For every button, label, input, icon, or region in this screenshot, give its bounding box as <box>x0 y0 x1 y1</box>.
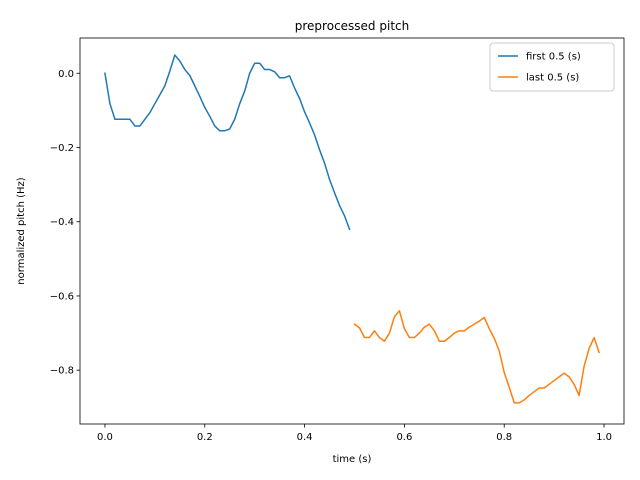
legend-label-2: last 0.5 (s) <box>526 73 579 84</box>
chart-title: preprocessed pitch <box>295 19 409 33</box>
plot-lines <box>104 54 600 404</box>
x-axis-ticks: 0.0 0.2 0.4 0.6 0.8 1.0 <box>97 424 612 443</box>
y-axis-label: normalized pitch (Hz) <box>16 177 27 284</box>
y-tick-label: 0.0 <box>58 69 74 80</box>
legend-box <box>489 42 615 92</box>
y-tick-label: −0.6 <box>50 291 74 302</box>
series-line-2 <box>353 310 600 404</box>
legend-label-1: first 0.5 (s) <box>526 52 581 63</box>
series-line-1 <box>104 54 351 231</box>
legend: first 0.5 (s) last 0.5 (s) <box>489 42 615 92</box>
y-tick-label: −0.4 <box>50 217 74 228</box>
y-tick-label: −0.8 <box>50 366 74 377</box>
y-tick-label: −0.2 <box>50 143 74 154</box>
y-axis-ticks: 0.0 −0.2 −0.4 −0.6 −0.8 <box>50 69 80 377</box>
x-tick-label: 0.0 <box>97 432 113 443</box>
x-tick-label: 0.8 <box>496 432 512 443</box>
x-tick-label: 0.4 <box>297 432 313 443</box>
x-tick-label: 1.0 <box>596 432 612 443</box>
x-axis-label: time (s) <box>333 454 372 465</box>
axes-frame <box>79 37 625 425</box>
x-tick-label: 0.2 <box>197 432 213 443</box>
x-tick-label: 0.6 <box>396 432 412 443</box>
